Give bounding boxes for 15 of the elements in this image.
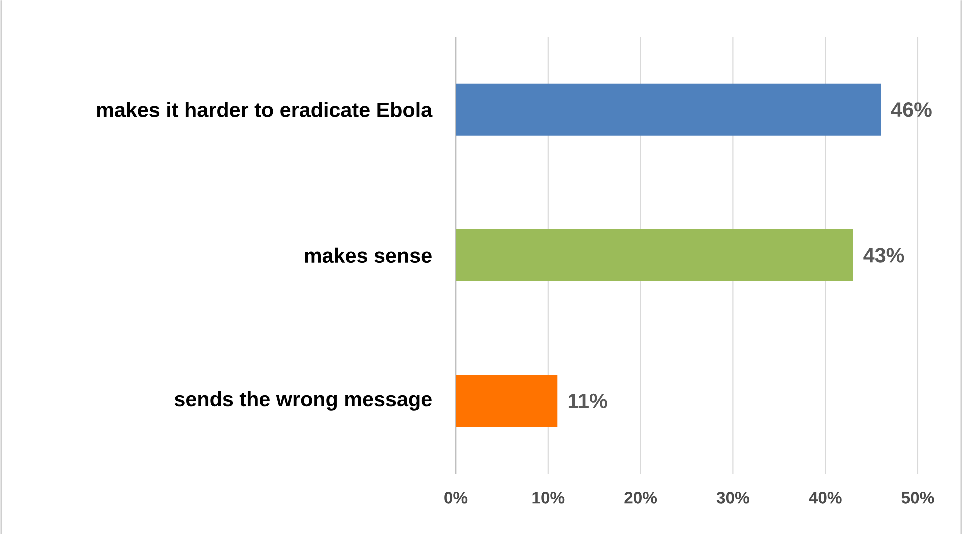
x-tick-label: 20%: [624, 492, 658, 504]
data-label: 43%: [864, 248, 904, 263]
data-label: 11%: [568, 394, 608, 408]
data-label: 46%: [891, 102, 932, 118]
x-tick-label: 0%: [444, 492, 468, 504]
x-tick-label: 50%: [902, 492, 934, 504]
y-tick-label: sends the wrong message: [174, 391, 432, 411]
x-tick-label: 40%: [809, 492, 842, 504]
y-tick-label: makes it harder to eradicate Ebola: [97, 102, 433, 118]
bar: [456, 229, 854, 282]
bar: [456, 375, 558, 428]
bar: [456, 84, 882, 136]
y-tick-label: makes sense: [305, 248, 432, 264]
x-tick-label: 10%: [532, 492, 565, 504]
x-tick-label: 30%: [716, 492, 750, 504]
